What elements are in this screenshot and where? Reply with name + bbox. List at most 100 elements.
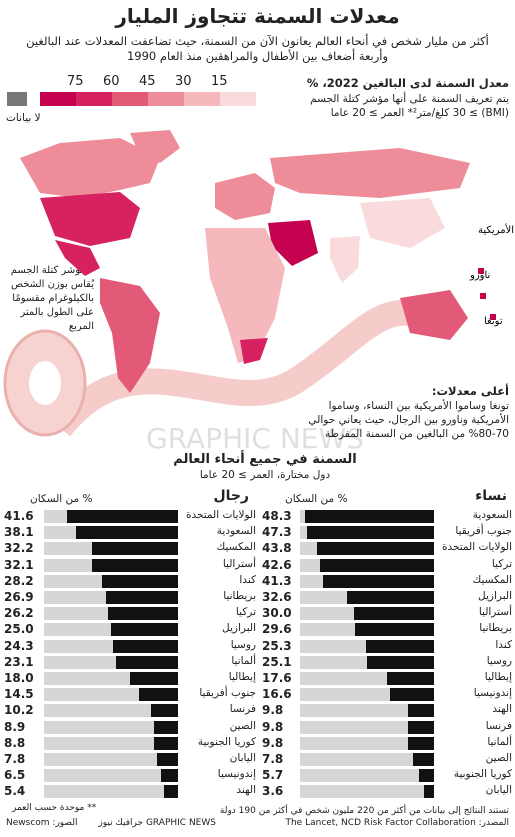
bar-track [44, 720, 178, 734]
world-section-subtitle: دول مختارة، العمر ≥ 20 عاما [199, 469, 331, 481]
bar-value-label: 14.5 [4, 687, 34, 702]
bar-track [44, 785, 178, 799]
bar-category-label: روسيا [230, 638, 256, 651]
bar-value-label: 42.6 [262, 557, 292, 572]
bar-value-label: 32.1 [4, 557, 34, 572]
legend-swatch [148, 92, 184, 106]
bar-category-label: إيطاليا [484, 671, 512, 683]
bar-track [44, 769, 178, 783]
page-subtitle: أكثر من مليار شخص في أنحاء العالم يعانون… [26, 34, 489, 63]
bar-category-label: كوريا الجنوبية [197, 735, 256, 748]
bar-track [300, 639, 434, 653]
bar-track [44, 753, 178, 766]
map-south-africa [240, 338, 268, 364]
legend-swatch [76, 92, 112, 106]
bar-category-label: جنوب أفريقيا [455, 525, 512, 538]
highest-rates-title: أعلى معدلات: [431, 384, 509, 398]
bar-value-label: 18.0 [4, 671, 34, 685]
bar-track [300, 623, 434, 637]
watermark: GRAPHIC NEWS [146, 422, 364, 455]
bar-category-label: السعودية [472, 509, 512, 521]
bar-track [44, 542, 178, 556]
footer-credit: GRAPHIC NEWS جرافيك نيوز الصور: Newscom [6, 818, 216, 828]
bar-track [300, 510, 434, 523]
bar [112, 639, 178, 653]
island-label-american-samoa: ساموا الأمريكية [478, 223, 515, 236]
island-nauru [480, 293, 486, 299]
bar-track [44, 526, 178, 540]
bar-track [300, 558, 434, 572]
map-usa [40, 192, 140, 246]
bmi-note: * مؤشر كتلة الجسم يُقاس بوزن الشخص بالكي… [10, 265, 94, 332]
bar [154, 736, 178, 750]
footer-source: تستند النتائج إلى بيانات من أكثر من 220 … [199, 805, 509, 829]
bar-value-label: 43.8 [262, 541, 292, 556]
bar-category-label: تركيا [491, 557, 512, 570]
bar-value-label: 9.8 [262, 719, 284, 734]
bar-value-label: 32.2 [4, 541, 34, 556]
map-middle-east [268, 220, 318, 266]
bar-track [300, 785, 434, 799]
bar [323, 574, 434, 588]
bar [107, 607, 178, 621]
bar-category-label: الهند [236, 784, 256, 797]
bar-track [300, 672, 434, 685]
bar-track [44, 607, 178, 621]
legend-tick-label: 60 [103, 74, 120, 89]
map-europe [215, 173, 275, 220]
legend-tick-label: 45 [139, 74, 156, 89]
map-africa [205, 228, 285, 363]
bar [116, 655, 178, 669]
bar-value-label: 23.1 [4, 654, 34, 669]
bar-value-label: 9.8 [262, 735, 284, 750]
bar-category-label: المكسيك [472, 573, 512, 586]
bar-track [300, 704, 434, 718]
bar-category-label: تركيا [235, 606, 256, 619]
bar-value-label: 29.6 [262, 622, 292, 637]
bar-track [300, 753, 434, 766]
bar [75, 526, 178, 540]
bar-track [44, 510, 178, 523]
women-panel-title: نساء [475, 488, 507, 504]
bar-category-label: كندا [239, 573, 256, 586]
bar-category-label: الصين [485, 752, 512, 764]
bar-category-label: روسيا [486, 654, 512, 667]
bar-value-label: 5.7 [262, 768, 284, 783]
bar-category-label: الولايات المتحدة [441, 541, 512, 554]
bar-value-label: 48.3 [262, 509, 292, 523]
bar [105, 591, 178, 604]
bar-track [300, 607, 434, 621]
bar [366, 639, 434, 653]
bar-category-label: فرنسا [229, 703, 256, 716]
no-data-label: لا بيانات [6, 112, 41, 124]
bar [353, 607, 434, 621]
bar-track [44, 688, 178, 702]
legend-tick-label: 30 [175, 74, 192, 89]
bar [354, 623, 434, 637]
bar-value-label: 25.0 [4, 622, 34, 637]
bar [346, 591, 434, 604]
legend-tick-label: 75 [67, 74, 84, 89]
bar [160, 769, 178, 783]
bar-value-label: 41.6 [4, 509, 34, 523]
bar-category-label: إيطاليا [228, 671, 256, 683]
bar-track [300, 542, 434, 556]
bar-value-label: 7.8 [4, 752, 26, 766]
footer-sample: تستند النتائج إلى بيانات من أكثر من 220 … [219, 806, 509, 816]
bar-track [300, 688, 434, 702]
bar-value-label: 25.3 [262, 638, 292, 653]
legend-swatch [112, 92, 148, 106]
legend-swatch [184, 92, 220, 106]
world-map: ساموا الأمريكية ناورو تونغا GRAPHIC NEWS [3, 130, 515, 455]
bar-category-label: جنوب أفريقيا [199, 687, 256, 700]
bar-value-label: 17.6 [262, 671, 292, 685]
map-south-america [100, 278, 160, 393]
legend-swatch [40, 92, 76, 106]
bar [319, 558, 434, 572]
map-mexico [55, 240, 100, 276]
map-canada [20, 138, 160, 198]
bar-track [300, 720, 434, 734]
bar-value-label: 30.0 [262, 606, 292, 621]
bar-track [44, 639, 178, 653]
bar-value-label: 38.1 [4, 525, 34, 540]
